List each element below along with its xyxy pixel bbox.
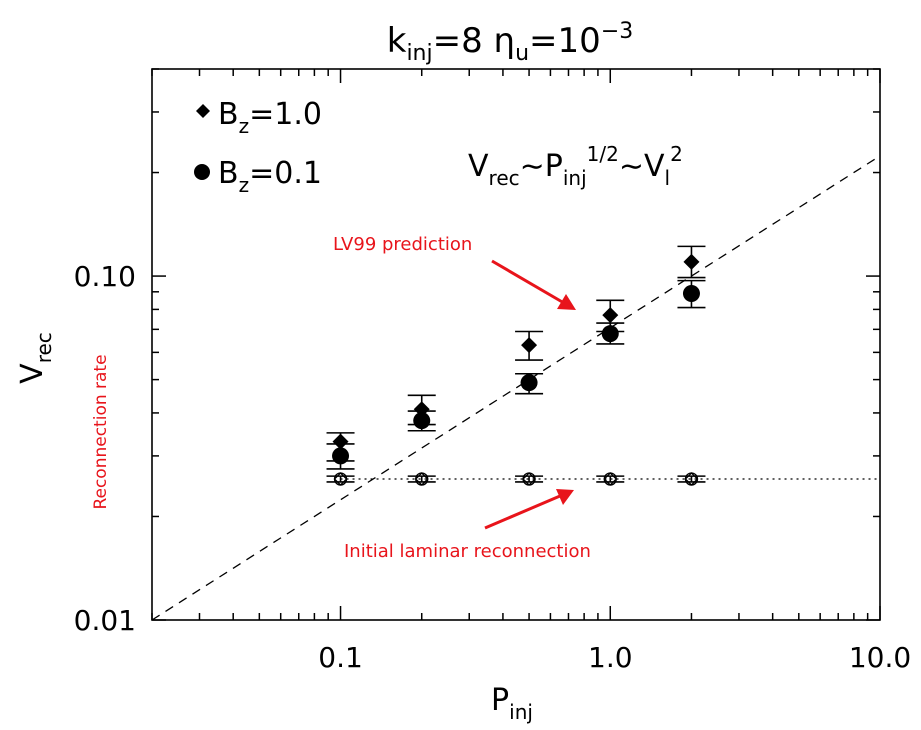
title-k: k (387, 21, 407, 61)
title-sub-inj: inj (406, 41, 432, 66)
open-diamond-point (603, 472, 618, 486)
legend-circle-marker (194, 164, 210, 180)
lv99-arrow-head (557, 294, 576, 310)
lv99-arrow-shaft (491, 259, 565, 305)
data-markers (332, 253, 700, 486)
laminar-annotation: Initial laminar reconnection (344, 541, 591, 562)
x-label-base: P (491, 683, 509, 718)
title-sup: −3 (601, 19, 633, 44)
circle-point (601, 325, 619, 343)
x-tick-label: 0.1 (318, 641, 363, 674)
legend-item-bz-1: Bz=1.0 (218, 97, 322, 138)
axis-ticks (151, 68, 881, 621)
error-bars (326, 245, 706, 483)
title-mid: =8 η (433, 21, 515, 61)
y-label-sub: rec (32, 332, 56, 363)
laminar-arrow-shaft (484, 494, 561, 530)
y-label-base: V (15, 363, 50, 384)
x-tick-label: 10.0 (849, 641, 911, 674)
y-tick-label: 0.01 (74, 604, 136, 637)
legend-item-bz-01: Bz=0.1 (218, 156, 322, 197)
x-tick-label: 1.0 (588, 641, 633, 674)
circle-point (332, 447, 350, 465)
y-tick-label: 0.10 (74, 260, 136, 293)
legend-diamond-marker (196, 104, 210, 118)
chart-title: kinj=8 ηu=10−3 (387, 19, 634, 66)
axis-tick-labels: 0.1 1.0 10.0 0.01 0.10 (74, 260, 912, 674)
title-eq: =10 (529, 21, 601, 61)
title-sub-u: u (515, 41, 529, 66)
diamond-point (521, 337, 538, 354)
reconnection-rate-label: Reconnection rate (91, 354, 111, 509)
plot-frame (151, 68, 881, 621)
diamond-point (602, 307, 619, 324)
x-axis-label: Pinj (491, 683, 533, 724)
circle-point (682, 284, 700, 302)
laminar-arrow-head (556, 489, 574, 505)
open-diamond-point (522, 472, 536, 486)
open-diamond-point (684, 472, 699, 486)
y-axis-label: Vrec (15, 332, 56, 384)
x-label-sub: inj (509, 700, 533, 724)
scaling-formula: Vrec∼Pinj1/2∼Vl2 (468, 142, 683, 190)
circle-point (413, 412, 431, 430)
open-diamond-point (414, 472, 429, 486)
circle-point (520, 374, 538, 392)
diamond-point (683, 253, 700, 270)
legend: Bz=1.0 Bz=0.1 (194, 97, 322, 197)
lv99-annotation: LV99 prediction (333, 234, 472, 255)
open-diamond-point (333, 472, 348, 486)
diamond-point (332, 433, 349, 450)
